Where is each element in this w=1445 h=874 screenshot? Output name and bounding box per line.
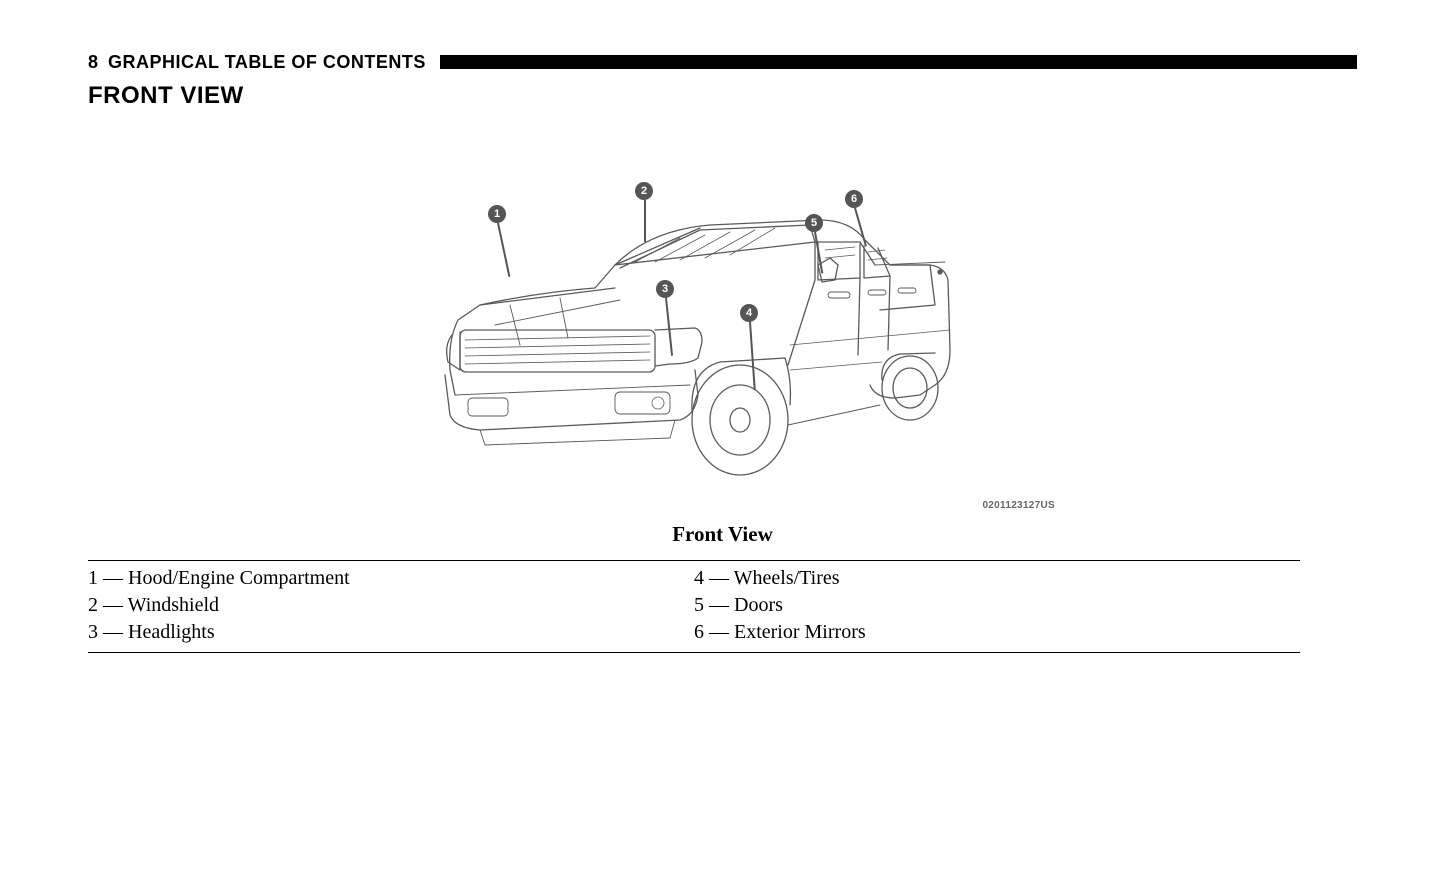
image-code: 0201123127US xyxy=(982,500,1055,511)
callout-leader xyxy=(644,200,646,242)
legend-row: 6 — Exterior Mirrors xyxy=(694,619,1300,646)
callout-badge: 6 xyxy=(845,190,863,208)
figure-area: 1 2 3 4 5 6 xyxy=(420,170,980,510)
legend-col-left: 1 — Hood/Engine Compartment 2 — Windshie… xyxy=(88,565,694,646)
legend-row: 5 — Doors xyxy=(694,592,1300,619)
truck-illustration xyxy=(420,170,980,510)
callout-badge: 2 xyxy=(635,182,653,200)
callout-badge: 4 xyxy=(740,304,758,322)
legend-row: 1 — Hood/Engine Compartment xyxy=(88,565,694,592)
legend-row: 2 — Windshield xyxy=(88,592,694,619)
legend-row: 4 — Wheels/Tires xyxy=(694,565,1300,592)
legend-row: 3 — Headlights xyxy=(88,619,694,646)
callout-badge: 5 xyxy=(805,214,823,232)
page-number: 8 xyxy=(88,52,98,73)
figure-caption: Front View xyxy=(0,522,1445,547)
legend-col-right: 4 — Wheels/Tires 5 — Doors 6 — Exterior … xyxy=(694,565,1300,646)
page-header: 8 GRAPHICAL TABLE OF CONTENTS xyxy=(88,52,1357,72)
callout-badge: 1 xyxy=(488,205,506,223)
page-subtitle: FRONT VIEW xyxy=(88,82,244,110)
callout-badge: 3 xyxy=(656,280,674,298)
header-bar xyxy=(440,55,1357,69)
section-title: GRAPHICAL TABLE OF CONTENTS xyxy=(108,52,426,73)
legend-table: 1 — Hood/Engine Compartment 2 — Windshie… xyxy=(88,560,1300,653)
